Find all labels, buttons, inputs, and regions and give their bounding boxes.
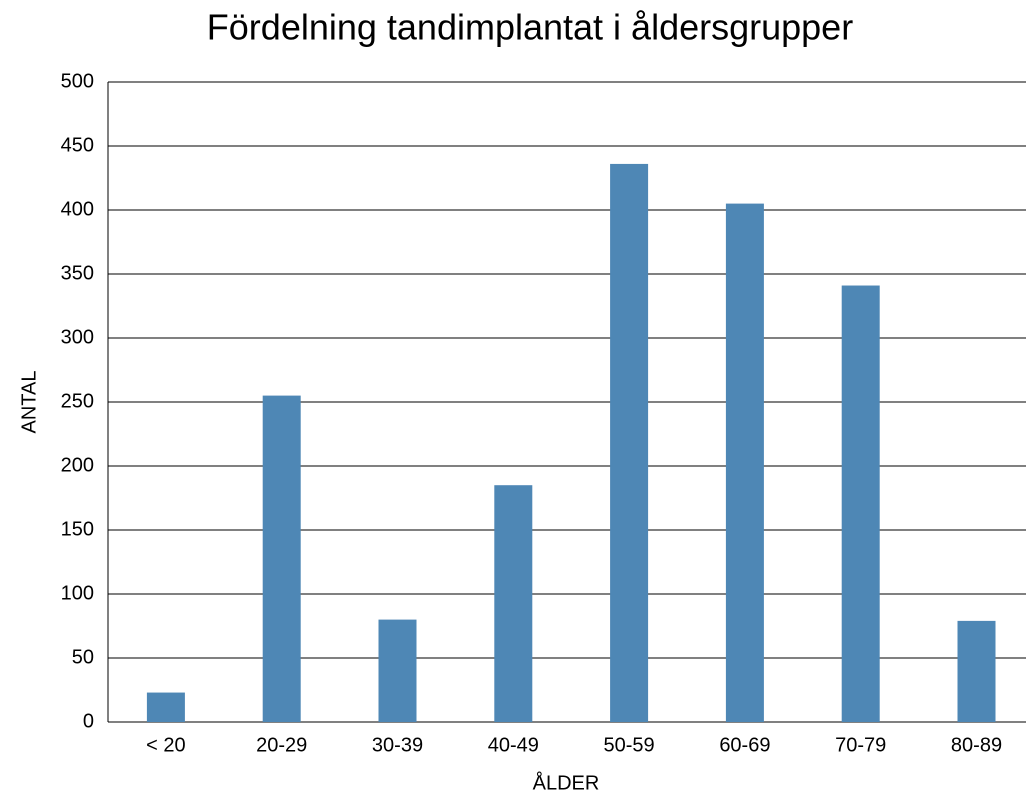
bar bbox=[957, 620, 996, 722]
y-tick-label: 500 bbox=[61, 70, 94, 92]
x-tick-label: 80-89 bbox=[951, 734, 1002, 756]
y-tick-label: 450 bbox=[61, 134, 94, 156]
y-tick-label: 400 bbox=[61, 198, 94, 220]
bar bbox=[262, 395, 301, 722]
y-tick-label: 350 bbox=[61, 262, 94, 284]
y-tick-label: 100 bbox=[61, 582, 94, 604]
y-tick-label: 50 bbox=[72, 646, 94, 668]
y-axis-label: ANTAL bbox=[18, 371, 40, 434]
bar bbox=[725, 203, 764, 723]
x-tick-label: 50-59 bbox=[604, 734, 655, 756]
x-tick-label: 30-39 bbox=[372, 734, 423, 756]
y-tick-label: 300 bbox=[61, 326, 94, 348]
x-tick-label: 70-79 bbox=[835, 734, 886, 756]
bar bbox=[378, 619, 417, 722]
bar bbox=[494, 485, 533, 722]
chart-title: Fördelning tandimplantat i åldersgrupper bbox=[207, 7, 853, 48]
y-tick-label: 150 bbox=[61, 518, 94, 540]
bar bbox=[146, 692, 185, 722]
x-tick-label: < 20 bbox=[146, 734, 185, 756]
x-tick-label: 60-69 bbox=[719, 734, 770, 756]
bar bbox=[841, 285, 880, 722]
y-tick-label: 200 bbox=[61, 454, 94, 476]
y-tick-label: 250 bbox=[61, 390, 94, 412]
bar bbox=[610, 163, 649, 723]
y-tick-label: 0 bbox=[83, 710, 94, 732]
x-axis-label: ÅLDER bbox=[533, 771, 600, 794]
x-tick-label: 20-29 bbox=[256, 734, 307, 756]
x-tick-label: 40-49 bbox=[488, 734, 539, 756]
